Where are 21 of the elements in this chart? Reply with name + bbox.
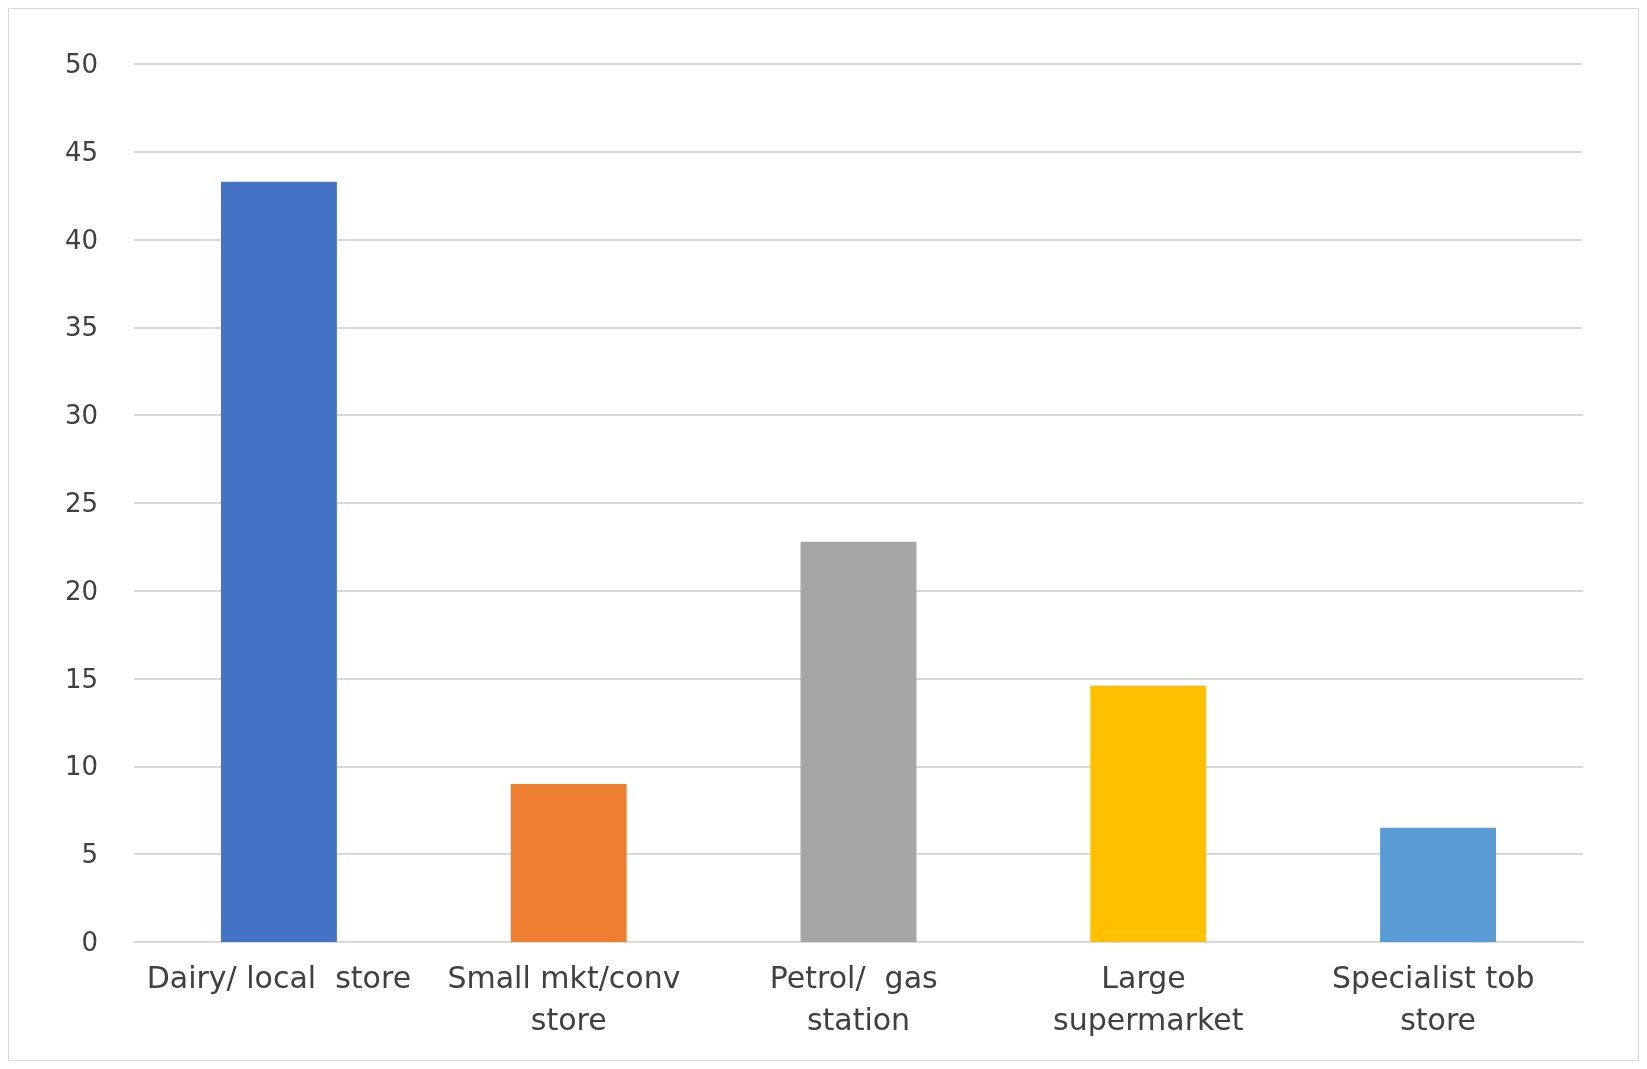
y-tick-label: 45 [64,136,98,167]
bar [800,541,917,942]
bar [1090,685,1207,942]
x-tick-label: Dairy/ local store [146,959,412,995]
y-tick-label: 40 [64,224,98,255]
y-tick-label: 5 [81,839,98,870]
y-tick-label: 25 [64,488,98,518]
y-tick-label: 35 [64,312,98,343]
x-tick-label: Large supermarket [1053,959,1244,1037]
x-tick-label: Small mkt/conv store [447,959,690,1037]
y-tick-label: 50 [64,49,98,79]
y-tick-label: 15 [64,663,98,694]
y-tick-label: 20 [64,575,98,606]
bar [220,181,337,942]
y-tick-label: 10 [64,751,98,782]
y-tick-label: 0 [81,927,98,957]
y-tick-label: 30 [64,400,98,431]
x-tick-label: Specialist tob store [1332,959,1545,1037]
bar [1380,827,1497,942]
bar [510,783,627,942]
x-tick-label: Petrol/ gas station [769,959,948,1037]
